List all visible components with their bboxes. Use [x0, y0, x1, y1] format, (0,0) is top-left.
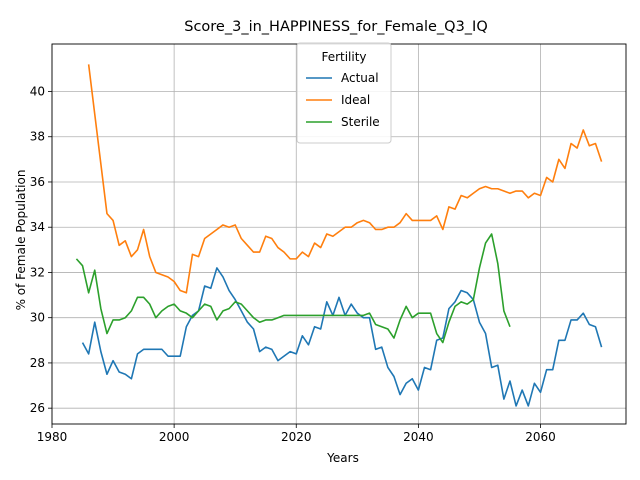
y-tick-label: 38 [30, 130, 45, 144]
y-tick-label: 36 [30, 175, 45, 189]
legend-label-sterile: Sterile [341, 115, 380, 129]
series-line-actual [81, 267, 603, 407]
legend-title: Fertility [321, 50, 366, 64]
x-axis: 1980 2000 2020 2040 2060 [37, 424, 556, 444]
chart-title: Score_3_in_HAPPINESS_for_Female_Q3_IQ [184, 19, 488, 35]
x-tick-label: 2000 [159, 430, 190, 444]
y-tick-label: 28 [30, 356, 45, 370]
y-axis: 26 28 30 32 34 36 38 40 [30, 85, 52, 415]
series-line-ideal [87, 64, 603, 294]
legend: Fertility Actual Ideal Sterile [296, 42, 392, 144]
legend-label-ideal: Ideal [341, 93, 370, 107]
x-tick-label: 2040 [403, 430, 434, 444]
y-tick-label: 26 [30, 401, 45, 415]
x-tick-label: 2060 [525, 430, 556, 444]
x-tick-label: 1980 [37, 430, 68, 444]
legend-box [296, 42, 392, 144]
y-axis-label: % of Female Population [14, 170, 28, 311]
y-tick-label: 34 [30, 220, 45, 234]
legend-items: Actual Ideal Sterile [306, 71, 380, 129]
series-lines [75, 64, 603, 407]
y-tick-label: 32 [30, 265, 45, 279]
y-tick-label: 30 [30, 311, 45, 325]
x-tick-label: 2020 [281, 430, 312, 444]
series-line-sterile [75, 233, 511, 344]
legend-label-actual: Actual [341, 71, 379, 85]
x-axis-label: Years [326, 451, 359, 465]
y-tick-label: 40 [30, 85, 45, 99]
